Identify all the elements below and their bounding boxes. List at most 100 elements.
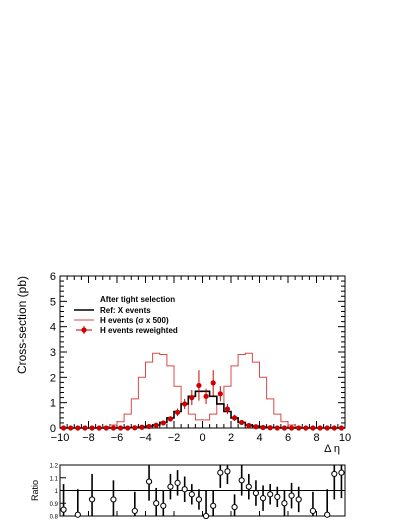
x-tick-label: 10 xyxy=(339,432,351,444)
ratio-point xyxy=(231,503,238,511)
ratio-point xyxy=(324,511,331,518)
series-line-h-events xyxy=(60,352,345,429)
ratio-plot: 0.8 0.9 1 1.1 1.2 Ratio xyxy=(30,464,346,521)
data-point xyxy=(253,424,259,430)
data-point xyxy=(125,425,131,431)
y-tick-label: 6 xyxy=(50,271,56,283)
ratio-y-tick-label: 1.1 xyxy=(50,476,59,482)
ratio-point xyxy=(281,500,288,507)
ratio-point xyxy=(153,500,160,507)
ratio-point xyxy=(88,496,96,503)
data-point xyxy=(210,380,216,386)
data-point xyxy=(338,425,345,431)
y-tick-label: 1 xyxy=(50,398,56,410)
data-point xyxy=(224,406,231,412)
x-tick-label: −6 xyxy=(111,432,124,444)
ratio-point xyxy=(288,492,295,499)
data-point xyxy=(303,425,309,431)
x-tick-label: −8 xyxy=(82,432,95,444)
data-point xyxy=(324,425,330,431)
ratio-point xyxy=(160,502,167,509)
x-tick-label: −4 xyxy=(139,432,152,444)
x-tick-label: −2 xyxy=(168,432,181,444)
x-tick-label: −10 xyxy=(51,432,70,444)
y-tick-label: 2 xyxy=(50,372,56,384)
data-point xyxy=(189,395,195,401)
ratio-point xyxy=(60,506,67,513)
data-point xyxy=(267,425,273,431)
legend-label: H events reweighted xyxy=(100,326,178,335)
data-point xyxy=(75,425,81,431)
ratio-point xyxy=(145,478,153,485)
data-point xyxy=(274,425,280,431)
x-tick-label: 6 xyxy=(285,432,291,444)
y-tick-label: 5 xyxy=(50,296,56,308)
ratio-point xyxy=(338,469,345,476)
ratio-point xyxy=(110,496,117,503)
ratio-point xyxy=(131,507,138,514)
y-tick-label: 4 xyxy=(50,322,56,334)
legend-header: After tight selection xyxy=(100,295,175,304)
ratio-y-tick-label: 1 xyxy=(55,489,59,495)
data-point xyxy=(239,419,245,426)
data-point xyxy=(96,425,102,431)
ratio-point xyxy=(224,468,231,475)
legend-label: Ref: X events xyxy=(100,306,151,315)
data-point xyxy=(196,382,202,389)
ratio-y-axis-title: Ratio xyxy=(30,480,40,501)
data-point xyxy=(167,416,174,422)
data-point xyxy=(153,422,159,428)
x-tick-label: 2 xyxy=(228,432,234,444)
legend-swatch-point xyxy=(81,327,87,333)
data-point xyxy=(217,391,223,397)
data-point xyxy=(331,425,337,431)
ratio-point xyxy=(174,479,181,486)
ratio-y-tick-label: 0.9 xyxy=(50,502,59,508)
data-point xyxy=(103,425,109,431)
ratio-point xyxy=(167,483,174,490)
y-tick-label: 3 xyxy=(50,347,56,359)
ratio-point xyxy=(238,477,245,484)
y-tick-label: 0 xyxy=(50,423,56,435)
main-plot: 0 1 2 3 4 5 6 −10 −8 −6 −4 −2 0 2 4 6 8 10Δ η Cross-sectio… xyxy=(15,271,351,455)
ratio-point xyxy=(252,489,260,497)
data-point xyxy=(182,401,188,407)
data-point xyxy=(160,420,166,426)
data-point xyxy=(310,425,316,431)
y-axis-title: Cross-section (pb) xyxy=(15,276,29,374)
x-tick-label: 8 xyxy=(313,432,319,444)
data-point xyxy=(260,424,266,431)
x-axis-title: Δ η xyxy=(324,443,340,455)
data-point xyxy=(281,425,288,431)
data-point xyxy=(296,425,302,431)
data-point xyxy=(110,425,117,431)
ratio-y-tick-label: 1.2 xyxy=(50,464,59,470)
data-point xyxy=(317,425,323,431)
ratio-point xyxy=(245,483,252,490)
ratio-point xyxy=(267,491,274,498)
data-point xyxy=(117,425,124,431)
ratio-y-tick-label: 0.8 xyxy=(50,515,59,521)
data-point xyxy=(132,425,138,431)
data-point xyxy=(68,425,74,431)
ratio-point xyxy=(74,511,81,518)
data-point xyxy=(60,425,67,431)
data-point xyxy=(231,415,238,421)
data-point xyxy=(288,425,295,431)
ratio-point xyxy=(202,512,210,520)
ratio-point xyxy=(295,496,302,503)
ratio-point xyxy=(309,507,317,514)
ratio-point xyxy=(210,502,217,509)
ratio-point xyxy=(259,495,267,502)
data-point xyxy=(203,393,209,399)
ratio-point xyxy=(217,469,224,476)
data-point xyxy=(139,424,145,430)
data-point xyxy=(82,425,88,431)
data-point xyxy=(146,423,152,430)
ratio-point xyxy=(181,486,188,493)
ratio-point xyxy=(274,493,281,500)
ratio-point xyxy=(195,496,203,503)
legend-label: H events (σ x 500) xyxy=(100,316,169,325)
data-point xyxy=(246,422,252,429)
